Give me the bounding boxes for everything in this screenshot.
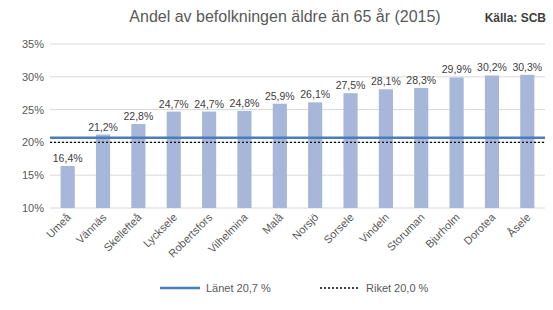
y-tick-label: 20% (22, 136, 44, 148)
bar (308, 102, 322, 208)
bar (273, 104, 287, 208)
source: Källa: SCB (485, 11, 547, 25)
y-tick-label: 10% (22, 202, 44, 214)
grid-line (50, 175, 545, 176)
bar (96, 135, 110, 208)
data-label: 27,5% (336, 79, 366, 91)
x-tick-label: Dorotea (461, 210, 498, 247)
x-tick-label: Skellefteå (101, 210, 144, 253)
x-tick-label: Bjurholm (423, 211, 462, 250)
x-tick-label: Sorsele (321, 211, 356, 246)
bar (414, 88, 428, 208)
grid-line (50, 76, 545, 77)
bar (343, 93, 357, 208)
data-label: 30,2% (477, 61, 507, 73)
title: Andel av befolkningen äldre än 65 år (20… (129, 8, 440, 25)
data-label: 29,9% (442, 63, 472, 75)
y-tick-label: 25% (22, 104, 44, 116)
bars (61, 75, 535, 208)
y-tick-label: 35% (22, 38, 44, 50)
x-tick-label: Vännäs (74, 211, 109, 246)
data-label: 30,3% (512, 61, 542, 73)
x-tick-label: Åsele (505, 211, 533, 239)
reference-line (50, 142, 545, 143)
y-tick-label: 15% (22, 169, 44, 181)
legend-swatch (320, 287, 360, 288)
x-tick-label: Umeå (44, 210, 74, 240)
data-label: 24,8% (230, 97, 260, 109)
x-tick-label: Vindeln (357, 211, 391, 245)
reference-lines (50, 138, 545, 143)
legend-label: Länet 20,7 % (206, 282, 271, 294)
x-tick-label: Norsjö (290, 211, 321, 242)
grid-line (50, 208, 545, 209)
bar (237, 111, 251, 208)
data-label: 24,7% (194, 98, 224, 110)
x-tick-label: Robertsfors (166, 211, 215, 260)
bar (202, 112, 216, 208)
y-tick-label: 30% (22, 71, 44, 83)
bar (61, 166, 75, 208)
data-label: 28,3% (406, 74, 436, 86)
data-label: 24,7% (159, 98, 189, 110)
bar (485, 75, 499, 208)
data-label: 28,1% (371, 75, 401, 87)
data-label: 22,8% (124, 110, 154, 122)
x-tick-label: Vilhelmina (206, 210, 251, 255)
x-tick-label: Malå (260, 210, 286, 236)
grid-line (50, 142, 545, 143)
legend-label: Riket 20,0 % (366, 282, 429, 294)
bar (167, 112, 181, 208)
data-label: 16,4% (53, 152, 83, 164)
bar (379, 89, 393, 208)
data-label: 21,2% (88, 121, 118, 133)
grid-line (50, 44, 545, 45)
x-tick-label: Storuman (384, 211, 426, 253)
bar (520, 75, 534, 208)
legend-swatch (160, 287, 200, 290)
chart: Andel av befolkningen äldre än 65 år (20… (0, 0, 553, 310)
data-label: 26,1% (300, 88, 330, 100)
data-label: 25,9% (265, 90, 295, 102)
reference-line (50, 137, 545, 140)
